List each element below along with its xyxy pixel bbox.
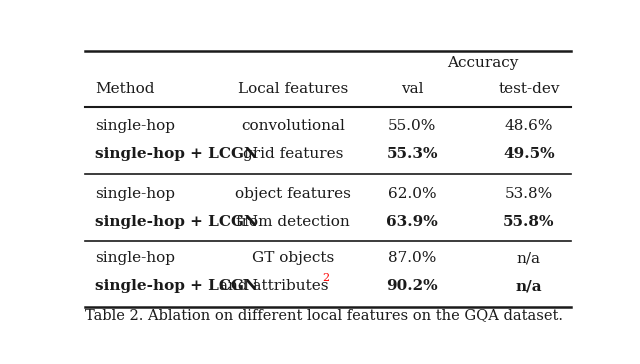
Text: test-dev: test-dev (498, 82, 559, 95)
Text: Method: Method (95, 82, 154, 95)
Text: n/a: n/a (517, 251, 541, 265)
Text: convolutional: convolutional (241, 119, 345, 133)
Text: 49.5%: 49.5% (503, 147, 555, 161)
Text: 55.0%: 55.0% (388, 119, 436, 133)
Text: single-hop: single-hop (95, 119, 175, 133)
Text: single-hop + LCGN: single-hop + LCGN (95, 215, 258, 229)
Text: 2: 2 (322, 273, 329, 283)
Text: 55.8%: 55.8% (503, 215, 555, 229)
Text: 53.8%: 53.8% (505, 187, 553, 201)
Text: 55.3%: 55.3% (387, 147, 438, 161)
Text: 62.0%: 62.0% (388, 187, 436, 201)
Text: single-hop + LCGN: single-hop + LCGN (95, 279, 258, 293)
Text: Local features: Local features (238, 82, 348, 95)
Text: grid features: grid features (243, 147, 344, 161)
Text: from detection: from detection (236, 215, 350, 229)
Text: Table 2. Ablation on different local features on the GQA dataset.: Table 2. Ablation on different local fea… (85, 309, 563, 323)
Text: val: val (401, 82, 424, 95)
Text: 87.0%: 87.0% (388, 251, 436, 265)
Text: single-hop: single-hop (95, 251, 175, 265)
Text: and attributes: and attributes (219, 279, 328, 293)
Text: GT objects: GT objects (252, 251, 335, 265)
Text: 63.9%: 63.9% (387, 215, 438, 229)
Text: 90.2%: 90.2% (387, 279, 438, 293)
Text: single-hop: single-hop (95, 187, 175, 201)
Text: Accuracy: Accuracy (447, 56, 518, 70)
Text: n/a: n/a (516, 279, 542, 293)
Text: 48.6%: 48.6% (504, 119, 553, 133)
Text: single-hop + LCGN: single-hop + LCGN (95, 147, 258, 161)
Text: object features: object features (236, 187, 351, 201)
